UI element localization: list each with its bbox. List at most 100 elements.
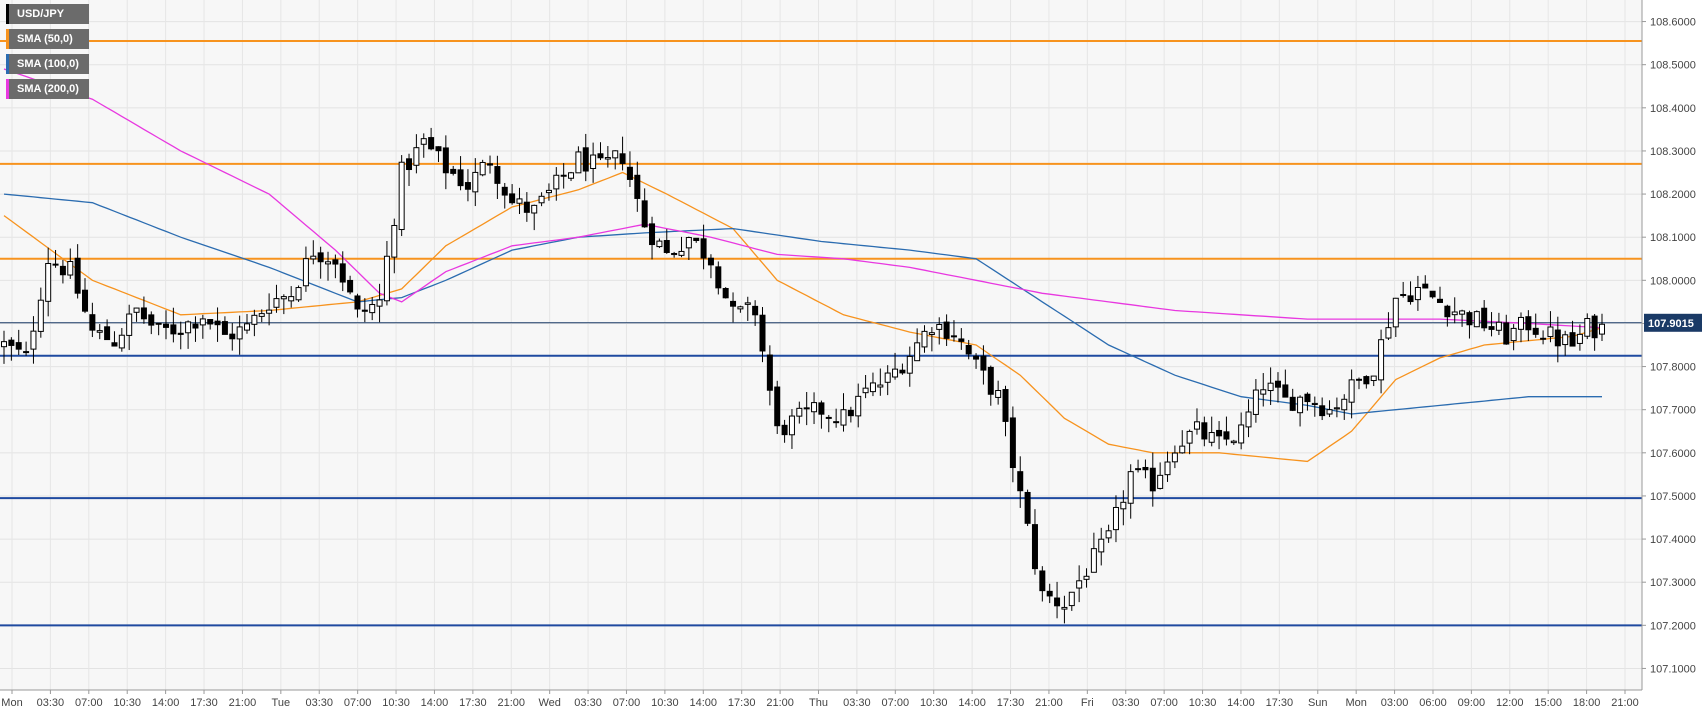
sma200-line (3, 68, 1603, 329)
candle-body (1495, 321, 1502, 331)
candle-body (148, 314, 155, 326)
x-tick-label: Thu (809, 697, 828, 709)
candle-body (1591, 315, 1598, 339)
y-axis: 108.6000 108.5000 108.4000 108.3000 108.2000… (1641, 0, 1696, 690)
y-tick-label: 107.6000 (1650, 448, 1696, 460)
legend-item-symbol[interactable]: USD/JPY (6, 4, 89, 24)
candle-body (531, 204, 538, 214)
candle-body (936, 324, 943, 330)
candle-body (325, 261, 332, 265)
candle-body (1363, 376, 1370, 385)
candle-body (1569, 332, 1576, 347)
candle-body (1120, 501, 1127, 510)
candle-body (840, 409, 847, 426)
candle-body (30, 330, 37, 350)
candle-body (1326, 409, 1333, 415)
candle-body (612, 150, 619, 159)
x-tick-label: 07:00 (882, 697, 910, 709)
candle-body (1532, 327, 1539, 335)
y-tick-label: 107.4000 (1650, 534, 1696, 546)
candle-body (82, 289, 89, 312)
candle-body (899, 369, 906, 374)
candle-body (361, 309, 368, 312)
candle-body (1584, 318, 1591, 337)
candle-body (516, 198, 523, 204)
x-tick-label: 06:00 (1419, 697, 1447, 709)
candle-body (1451, 311, 1458, 316)
candle-body (811, 402, 818, 413)
legend-swatch (6, 79, 9, 99)
candle-body (1098, 538, 1105, 553)
candle-body (796, 407, 803, 417)
candle-body (1201, 422, 1208, 440)
horizontal-levels (0, 39, 1642, 627)
x-axis: Mon 03:30 07:00 10:30 14:00 17:30 21:00 Tue 03:3… (0, 689, 1642, 709)
candle-body (1061, 606, 1068, 610)
candle-body (1208, 432, 1215, 443)
candle-body (1157, 474, 1164, 489)
x-tick-label: 17:30 (997, 697, 1025, 709)
candle-body (244, 323, 251, 331)
candle-body (280, 296, 287, 300)
plot-background (0, 0, 1642, 690)
candle-body (774, 386, 781, 427)
candle-body (1186, 430, 1193, 444)
candle-body (457, 169, 464, 187)
candle-body (671, 252, 678, 256)
candle-body (23, 351, 30, 354)
candle-body (987, 366, 994, 395)
candle-body (1054, 597, 1061, 607)
candle-body (163, 323, 170, 328)
candle-body (715, 266, 722, 289)
candle-body (737, 306, 744, 310)
candle-body (52, 263, 59, 266)
candle-body (207, 319, 214, 325)
candle-body (332, 259, 339, 265)
legend-item-sma100[interactable]: SMA (100,0) (6, 54, 89, 74)
candle-body (545, 189, 552, 194)
x-tick-label: Tue (272, 697, 291, 709)
candle-body (1429, 290, 1436, 298)
candle-body (619, 153, 626, 164)
legend-label: SMA (100,0) (17, 58, 79, 70)
candle-body (700, 238, 707, 259)
candle-body (1142, 466, 1149, 471)
candle-body (229, 333, 236, 340)
legend-item-sma50[interactable]: SMA (50,0) (6, 29, 89, 49)
candle-body (1289, 396, 1296, 411)
candle-body (597, 153, 604, 159)
y-tick-label: 108.6000 (1650, 17, 1696, 29)
x-tick-label: 03:30 (843, 697, 871, 709)
candle-body (37, 299, 44, 332)
candle-body (641, 200, 648, 228)
candle-body (869, 382, 876, 393)
x-tick-label: 10:30 (920, 697, 948, 709)
candle-body (1311, 402, 1318, 405)
x-tick-label: 15:00 (1534, 697, 1562, 709)
y-tick-label: 108.1000 (1650, 232, 1696, 244)
candle-body (744, 302, 751, 305)
candle-body (906, 355, 913, 374)
candle-body (1466, 312, 1473, 326)
x-tick-label: 14:00 (690, 697, 718, 709)
candle-body (1370, 375, 1377, 382)
candle-body (678, 250, 685, 256)
candle-body (1282, 384, 1289, 398)
candle-body (420, 138, 427, 145)
y-tick-label: 108.3000 (1650, 146, 1696, 158)
candle-body (1407, 295, 1414, 303)
candle-body (428, 137, 435, 150)
candle-body (369, 304, 376, 314)
candle-body (1039, 570, 1046, 592)
x-tick-label: 17:30 (728, 697, 756, 709)
candle-body (1149, 467, 1156, 492)
candle-body (45, 263, 52, 302)
x-tick-label: 10:30 (113, 697, 141, 709)
x-tick-label: 14:00 (152, 697, 180, 709)
legend-item-sma200[interactable]: SMA (200,0) (6, 79, 89, 99)
y-tick-label: 107.2000 (1650, 620, 1696, 632)
candle-body (1525, 316, 1532, 331)
x-tick-label: 14:00 (958, 697, 986, 709)
candle-body (89, 314, 96, 331)
